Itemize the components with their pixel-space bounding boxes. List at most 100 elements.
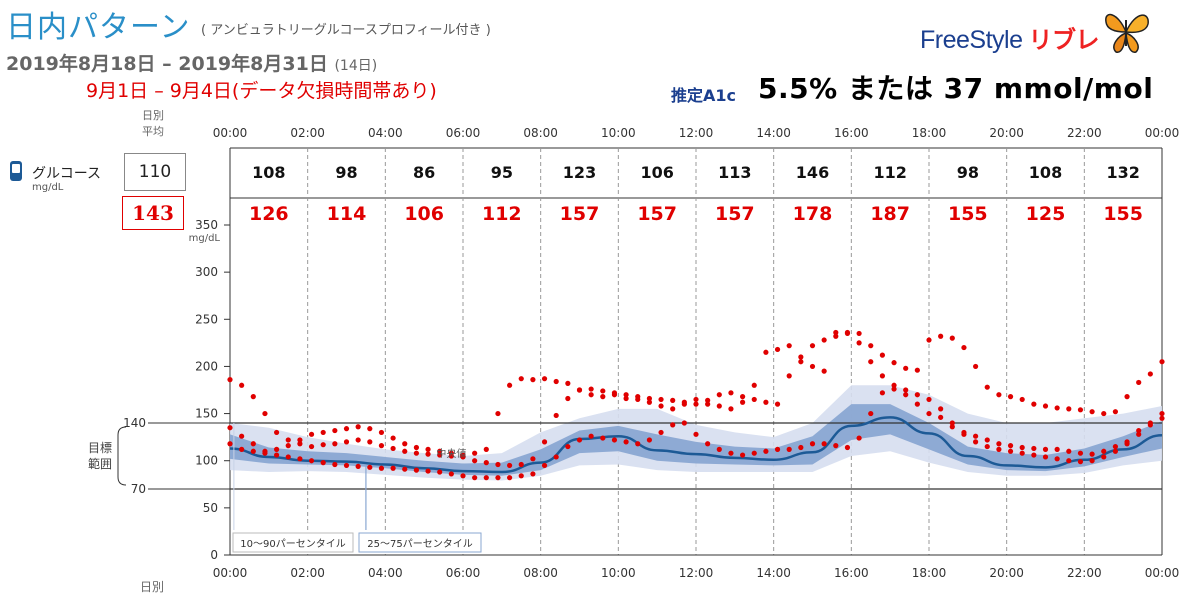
y-tick-label: 100 xyxy=(195,454,218,468)
target-range-label: 目標 xyxy=(88,441,112,455)
glucose-point xyxy=(1054,456,1060,462)
glucose-point xyxy=(285,437,291,443)
glucose-point xyxy=(926,410,932,417)
glucose-point xyxy=(658,403,664,409)
x-tick-label-top: 00:00 xyxy=(1145,126,1180,140)
y-tick-label: 200 xyxy=(195,359,218,373)
glucose-point xyxy=(728,406,734,412)
glucose-point xyxy=(576,437,583,443)
glucose-point xyxy=(1019,444,1025,451)
glucose-point xyxy=(1077,407,1084,413)
glucose-point xyxy=(518,473,524,479)
glucose-point xyxy=(285,454,291,460)
glucose-point xyxy=(670,422,676,428)
glucose-point xyxy=(553,454,559,460)
glucose-point xyxy=(833,333,839,339)
glucose-point xyxy=(658,429,664,436)
glucose-point xyxy=(1101,454,1107,460)
glucose-point xyxy=(320,429,326,436)
glucose-point xyxy=(1077,459,1084,465)
glucose-point xyxy=(961,431,967,437)
x-tick-label-bottom: 20:00 xyxy=(989,566,1024,580)
glucose-point xyxy=(973,439,979,445)
glucose-point xyxy=(390,435,396,441)
x-tick-label-top: 04:00 xyxy=(368,126,403,140)
glucose-point xyxy=(343,439,350,445)
glucose-point xyxy=(1147,371,1153,377)
glucose-point xyxy=(961,344,967,351)
glucose-point xyxy=(1042,446,1049,452)
glucose-point xyxy=(472,458,478,464)
glucose-point xyxy=(891,386,897,392)
glucose-point xyxy=(798,354,804,360)
slot-average-red-value: 125 xyxy=(1026,203,1066,225)
glucose-point xyxy=(1112,409,1118,415)
slot-average-value: 106 xyxy=(640,163,673,182)
glucose-point xyxy=(681,399,687,405)
slot-average-value: 123 xyxy=(563,163,596,182)
glucose-point xyxy=(670,406,676,412)
glucose-point xyxy=(332,441,338,447)
glucose-point xyxy=(378,429,385,436)
glucose-point xyxy=(844,330,851,337)
median-line xyxy=(229,416,1163,474)
glucose-point xyxy=(367,464,373,470)
x-tick-label-bottom: 12:00 xyxy=(679,566,714,580)
x-tick-label-bottom: 04:00 xyxy=(368,566,403,580)
glucose-point xyxy=(262,410,268,417)
glucose-point xyxy=(274,429,280,436)
slot-average-value: 132 xyxy=(1106,163,1139,182)
glucose-point xyxy=(786,373,792,379)
glucose-point xyxy=(984,437,990,443)
glucose-point xyxy=(1042,454,1049,460)
report-period: 2019年8月18日 – 2019年8月31日 (14日) xyxy=(6,49,377,76)
glucose-point xyxy=(425,446,431,452)
daily-average-header-line1: 日別 xyxy=(142,109,164,122)
title-text: 日内パターン xyxy=(6,10,191,45)
glucose-point xyxy=(1089,458,1095,464)
slot-average-value: 113 xyxy=(718,163,751,182)
glucose-point xyxy=(763,399,769,405)
legend-p10-90-label: 10～90パーセンタイル xyxy=(240,538,345,550)
glucose-point xyxy=(751,450,757,456)
glucose-point xyxy=(1007,443,1014,449)
glucose-point xyxy=(274,452,280,458)
glucose-point xyxy=(1124,394,1130,400)
glucose-point xyxy=(530,471,536,477)
x-tick-label-top: 18:00 xyxy=(912,126,947,140)
target-range-value: 140 xyxy=(123,416,146,430)
x-tick-label-top: 12:00 xyxy=(679,126,714,140)
glucose-point xyxy=(1101,448,1107,454)
slot-average-red-value: 155 xyxy=(948,203,988,225)
glucose-point xyxy=(1077,450,1084,456)
legend-p10-90-box xyxy=(232,532,354,553)
glucose-point xyxy=(1101,410,1107,417)
glucose-point xyxy=(623,392,629,398)
slot-average-red-value: 157 xyxy=(715,203,755,225)
glucose-point xyxy=(600,388,606,394)
glucose-point xyxy=(821,337,827,343)
glucose-point xyxy=(518,461,524,468)
band-25-75-percentile xyxy=(230,404,1162,476)
glucose-point xyxy=(1054,446,1060,452)
glucose-point xyxy=(425,468,431,474)
glucose-point xyxy=(973,363,979,370)
glucose-point xyxy=(483,446,489,452)
glucose-point xyxy=(973,433,979,439)
glucose-point xyxy=(507,475,513,481)
glucose-point xyxy=(809,343,816,349)
glucose-point xyxy=(949,420,955,426)
glucose-point xyxy=(681,420,687,426)
glucose-point xyxy=(856,435,862,441)
y-tick-label: 350 xyxy=(195,218,218,232)
glucose-point xyxy=(740,452,746,458)
target-range-label: 範囲 xyxy=(88,456,112,471)
period-days: (14日) xyxy=(334,58,378,74)
glucose-point xyxy=(798,444,804,451)
glucose-point xyxy=(390,465,396,471)
slot-average-value: 108 xyxy=(1029,163,1062,182)
x-tick-label-top: 02:00 xyxy=(290,126,325,140)
glucose-point xyxy=(1136,431,1142,437)
glucose-point xyxy=(1159,359,1165,365)
x-tick-label-bottom: 00:00 xyxy=(1145,566,1180,580)
